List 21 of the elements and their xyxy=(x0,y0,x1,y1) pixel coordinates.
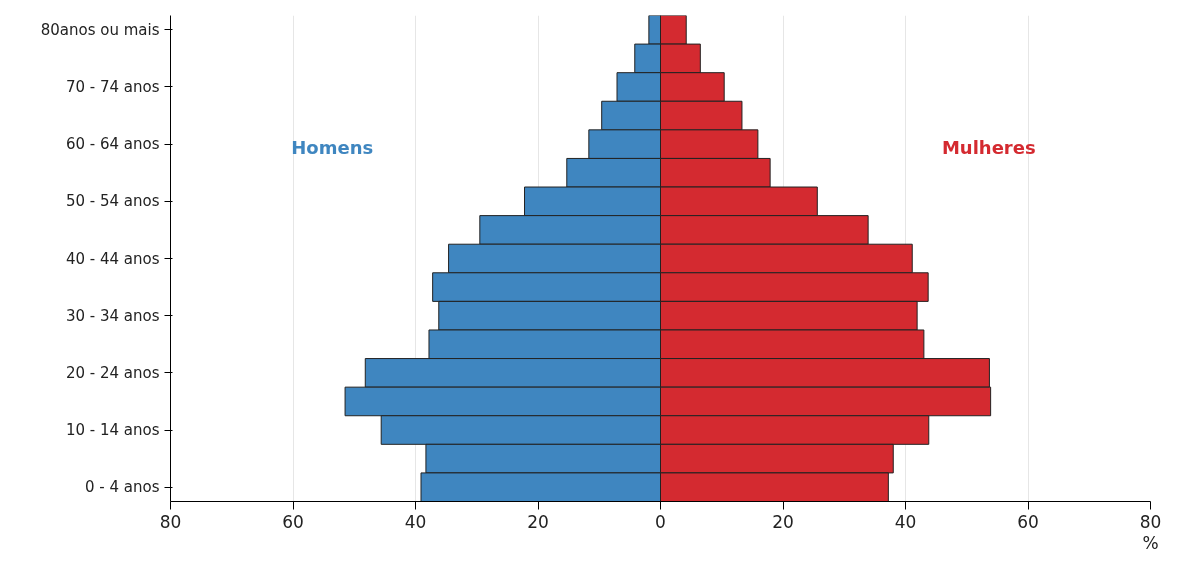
x-tick-label: 20 xyxy=(772,511,794,532)
y-tick-label: 80anos ou mais xyxy=(40,20,160,39)
y-tick-label: 10 - 14 anos xyxy=(65,421,160,440)
x-tick-label: 40 xyxy=(404,511,427,532)
x-tick-label: 40 xyxy=(894,511,917,532)
y-tick-label: 70 - 74 anos xyxy=(65,77,160,96)
y-tick-label: 40 - 44 anos xyxy=(65,249,160,268)
x-tick-label: 80 xyxy=(1139,511,1162,532)
text: Mulheres xyxy=(941,137,1036,159)
y-tick-label: 20 - 24 anos xyxy=(65,363,160,382)
x-axis-title: % xyxy=(1142,532,1159,553)
x-tick-label: 80 xyxy=(159,511,182,532)
x-tick-label: 0 xyxy=(655,511,666,532)
y-tick-label: 0 - 4 anos xyxy=(85,478,160,497)
x-tick-label: 60 xyxy=(1017,511,1039,532)
x-tick-label: 60 xyxy=(282,511,304,532)
y-tick-label: 50 - 54 anos xyxy=(65,192,160,211)
y-tick-label: 30 - 34 anos xyxy=(65,306,160,325)
text: Homens xyxy=(291,137,374,159)
y-tick-label: 60 - 64 anos xyxy=(65,135,160,154)
x-tick-label: 20 xyxy=(527,511,549,532)
